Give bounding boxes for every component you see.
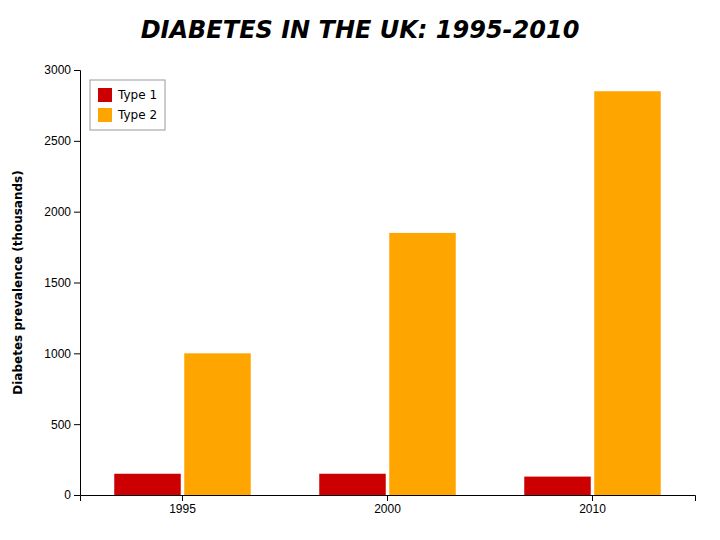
tick-label: 0 xyxy=(64,488,71,502)
legend-label: Type 1 xyxy=(117,88,157,102)
axis-line xyxy=(74,71,81,496)
tick-label: 1500 xyxy=(44,276,71,290)
legend: Type 1 Type 2 xyxy=(90,80,165,130)
bar xyxy=(389,233,456,495)
legend-label: Type 2 xyxy=(117,108,157,122)
y-tick: 2000 xyxy=(44,205,80,219)
axis-line xyxy=(81,496,696,502)
y-tick: 0 xyxy=(64,488,80,502)
bar-series xyxy=(184,91,661,495)
legend-box xyxy=(90,80,165,130)
legend-swatch xyxy=(98,88,112,102)
bar xyxy=(114,474,181,495)
y-axis: 0 500 1000 1500 2000 2500 3000 xyxy=(44,63,80,502)
tick-mark xyxy=(74,424,80,425)
y-tick: 500 xyxy=(51,418,80,432)
bar xyxy=(319,474,386,495)
tick-mark xyxy=(74,495,80,496)
tick-mark xyxy=(387,495,388,501)
plot: 0 500 1000 1500 2000 2500 3000 1995 2000 2010 Type… xyxy=(44,63,695,515)
bars xyxy=(114,91,661,495)
tick-mark xyxy=(592,495,593,501)
y-tick: 2500 xyxy=(44,134,80,148)
y-tick: 1500 xyxy=(44,276,80,290)
tick-mark xyxy=(74,141,80,142)
tick-label: 500 xyxy=(51,418,71,432)
tick-mark xyxy=(74,353,80,354)
x-tick: 2010 xyxy=(579,495,606,516)
tick-label: 2000 xyxy=(44,205,71,219)
x-axis: 1995 2000 2010 xyxy=(81,495,696,516)
bar xyxy=(594,91,661,495)
tick-label: 1000 xyxy=(44,347,71,361)
x-tick: 2000 xyxy=(374,495,401,516)
legend-item: Type 1 xyxy=(98,88,157,102)
tick-mark xyxy=(74,283,80,284)
tick-mark xyxy=(74,212,80,213)
bar xyxy=(524,477,591,495)
title: DIABETES IN THE UK: 1995-2010 xyxy=(141,16,580,44)
tick-label: 3000 xyxy=(44,63,71,77)
legend-item: Type 2 xyxy=(98,108,157,122)
legend-swatch xyxy=(98,108,112,122)
tick-label: 1995 xyxy=(169,502,196,516)
y-axis-title: Diabetes prevalence (thousands) xyxy=(11,170,25,394)
x-tick: 1995 xyxy=(169,495,196,516)
tick-label: 2000 xyxy=(374,502,401,516)
tick-mark xyxy=(182,495,183,501)
y-tick: 3000 xyxy=(44,63,80,77)
bar xyxy=(184,353,251,495)
tick-mark xyxy=(74,70,80,71)
y-tick: 1000 xyxy=(44,347,80,361)
chart: DIABETES IN THE UK: 1995-2010 0 500 1000 150… xyxy=(0,0,720,540)
tick-label: 2500 xyxy=(44,134,71,148)
tick-label: 2010 xyxy=(579,502,606,516)
